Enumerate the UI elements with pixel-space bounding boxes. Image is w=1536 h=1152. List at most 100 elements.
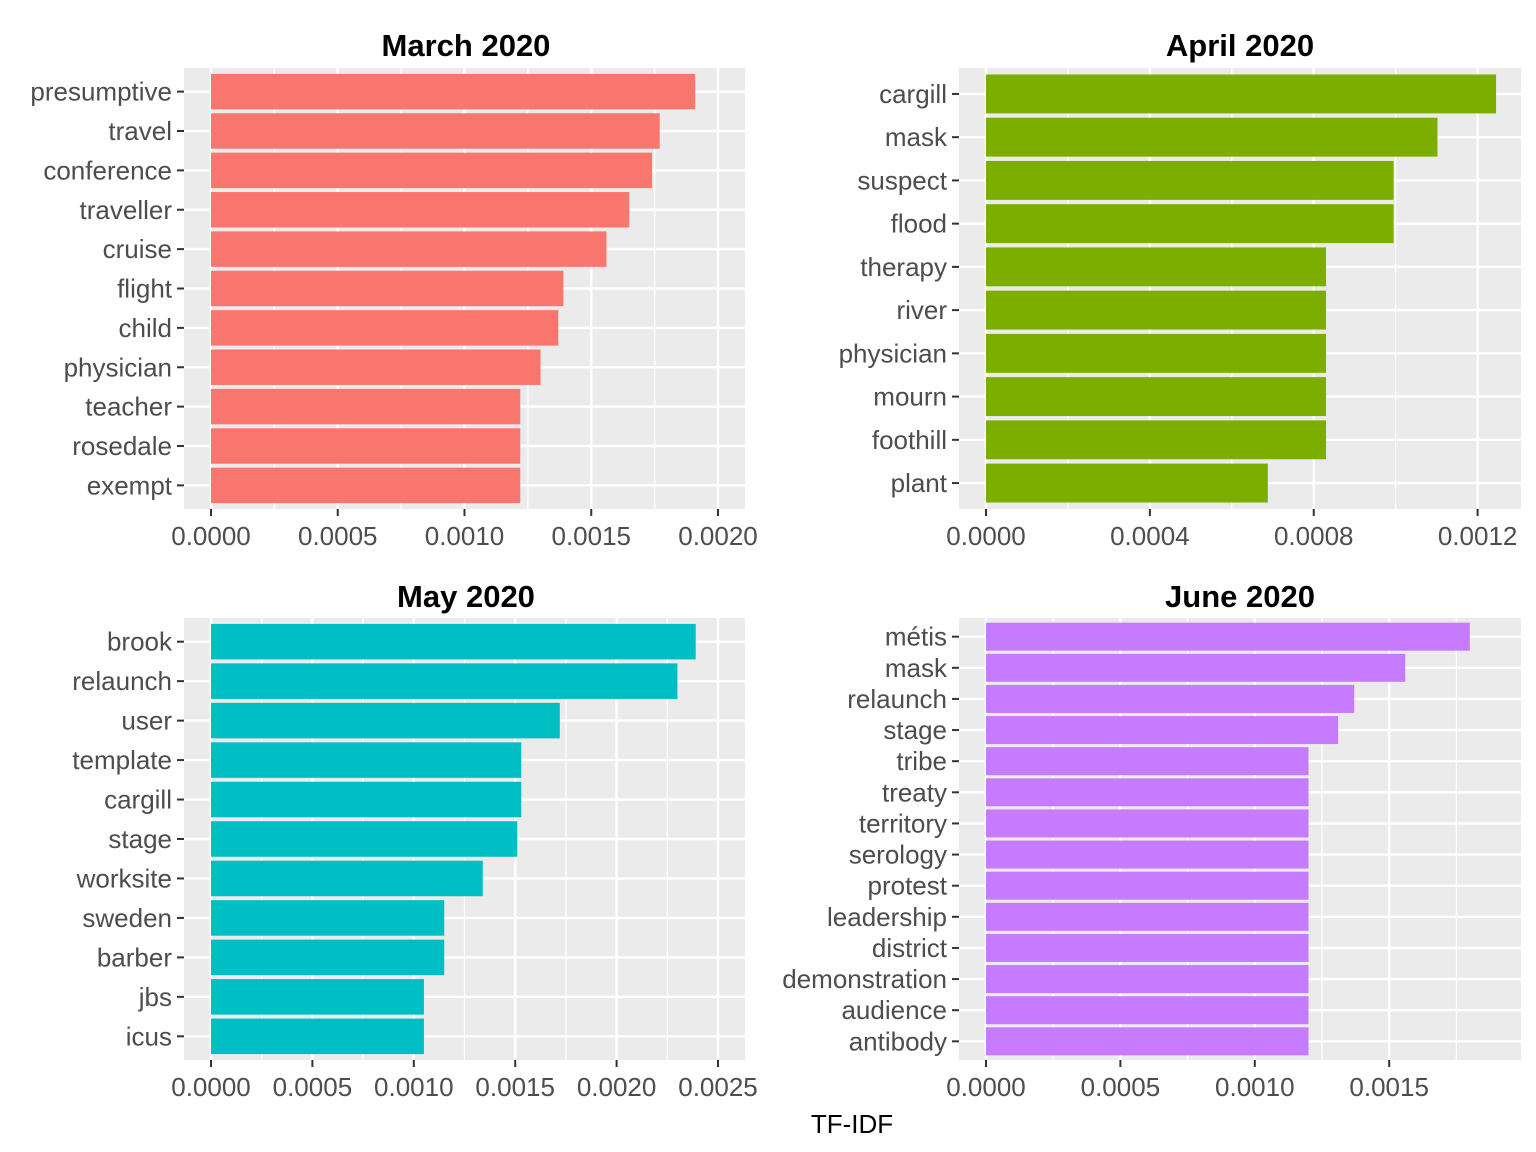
- panel-4: June 2020 0.0000 0.0005 0.0010 0.0015 métisma…: [782, 579, 1521, 1102]
- bar-template: [211, 742, 522, 778]
- category-label: flight: [117, 274, 173, 304]
- panel-2: April 2020 0.0000 0.0004 0.0008 0.0012 cargil…: [839, 28, 1521, 551]
- category-label: tribe: [896, 746, 947, 776]
- bar-mask: [986, 117, 1438, 157]
- category-label: plant: [891, 468, 948, 498]
- category-label: sweden: [82, 903, 172, 933]
- bar-travel: [211, 113, 660, 149]
- panel-1: March 2020 0.0000 0.0005 0.0010 0.0015 0.0020…: [30, 28, 757, 551]
- bar-territory: [986, 809, 1309, 838]
- panel-title: June 2020: [1165, 579, 1315, 614]
- bar-traveller: [211, 192, 630, 228]
- category-label: district: [872, 933, 948, 963]
- category-label: travel: [108, 116, 172, 146]
- bar-teacher: [211, 388, 521, 425]
- category-label: flood: [891, 209, 947, 239]
- category-label: template: [72, 745, 172, 775]
- category-label: barber: [97, 942, 172, 972]
- bar-suspect: [986, 160, 1394, 200]
- category-label: cruise: [103, 234, 172, 264]
- bar-antibody: [986, 1027, 1309, 1056]
- bar-treaty: [986, 778, 1309, 807]
- bar-leadership: [986, 902, 1309, 931]
- bar-mask: [986, 653, 1406, 682]
- bar-flight: [211, 270, 564, 307]
- category-label: presumptive: [30, 77, 172, 107]
- bar-river: [986, 290, 1327, 330]
- category-label: therapy: [860, 252, 947, 282]
- bar-physician: [211, 349, 541, 385]
- bar-district: [986, 933, 1309, 962]
- bar-barber: [211, 939, 445, 976]
- category-label: relaunch: [847, 684, 947, 714]
- bar-cargill: [211, 781, 522, 818]
- category-label: antibody: [849, 1026, 947, 1056]
- x-tick-label: 0.0010: [425, 521, 505, 551]
- x-axis-title: TF-IDF: [811, 1109, 893, 1139]
- x-tick-label: 0.0020: [577, 1072, 657, 1102]
- category-label: physician: [64, 352, 172, 382]
- bar-audience: [986, 996, 1309, 1025]
- category-label: mourn: [873, 382, 947, 412]
- x-tick-label: 0.0020: [678, 521, 758, 551]
- category-label: child: [119, 313, 172, 343]
- bar-foothill: [986, 420, 1327, 460]
- category-label: user: [121, 706, 172, 736]
- bar-sweden: [211, 900, 445, 936]
- category-label: demonstration: [782, 964, 947, 994]
- x-tick-label: 0.0000: [171, 521, 251, 551]
- category-label: cargill: [104, 785, 172, 815]
- x-tick-label: 0.0008: [1274, 521, 1354, 551]
- x-tick-label: 0.0015: [1349, 1072, 1429, 1102]
- bar-métis: [986, 622, 1470, 651]
- category-label: traveller: [80, 195, 173, 225]
- x-tick-label: 0.0004: [1110, 521, 1190, 551]
- bar-child: [211, 310, 559, 346]
- category-label: teacher: [85, 392, 172, 422]
- bar-tribe: [986, 747, 1309, 776]
- x-tick-label: 0.0010: [374, 1072, 454, 1102]
- category-label: conference: [43, 155, 172, 185]
- bar-mourn: [986, 377, 1327, 417]
- category-label: cargill: [879, 79, 947, 109]
- category-label: territory: [859, 808, 947, 838]
- x-tick-label: 0.0015: [551, 521, 631, 551]
- category-label: worksite: [76, 863, 172, 893]
- category-label: foothill: [872, 425, 947, 455]
- panel-title: May 2020: [397, 579, 535, 614]
- bar-conference: [211, 152, 653, 189]
- category-label: exempt: [87, 470, 173, 500]
- bar-serology: [986, 840, 1309, 869]
- bar-cruise: [211, 231, 607, 267]
- panel-title: March 2020: [382, 28, 551, 63]
- x-tick-label: 0.0015: [475, 1072, 555, 1102]
- category-label: brook: [107, 627, 173, 657]
- bar-worksite: [211, 860, 483, 897]
- bar-stage: [986, 716, 1339, 745]
- bar-physician: [986, 333, 1327, 373]
- x-tick-label: 0.0010: [1215, 1072, 1295, 1102]
- category-label: river: [896, 295, 947, 325]
- x-tick-label: 0.0025: [678, 1072, 758, 1102]
- category-label: rosedale: [72, 431, 172, 461]
- bar-user: [211, 702, 560, 739]
- category-label: jbs: [138, 982, 172, 1012]
- bar-rosedale: [211, 428, 521, 464]
- x-tick-label: 0.0005: [273, 1072, 353, 1102]
- category-label: métis: [885, 622, 947, 652]
- category-label: leadership: [827, 902, 947, 932]
- bar-cargill: [986, 74, 1497, 114]
- category-label: icus: [126, 1021, 172, 1051]
- panel-3: May 2020 0.0000 0.0005 0.0010 0.0015 0.0020 0.…: [72, 579, 758, 1102]
- x-tick-label: 0.0000: [946, 521, 1026, 551]
- bar-therapy: [986, 247, 1327, 287]
- category-label: mask: [885, 122, 948, 152]
- panel-background: [959, 618, 1521, 1060]
- x-tick-label: 0.0005: [298, 521, 378, 551]
- x-tick-label: 0.0005: [1081, 1072, 1161, 1102]
- category-label: relaunch: [72, 666, 172, 696]
- bar-icus: [211, 1018, 424, 1055]
- category-label: suspect: [857, 165, 947, 195]
- x-tick-label: 0.0000: [171, 1072, 251, 1102]
- bar-plant: [986, 463, 1268, 503]
